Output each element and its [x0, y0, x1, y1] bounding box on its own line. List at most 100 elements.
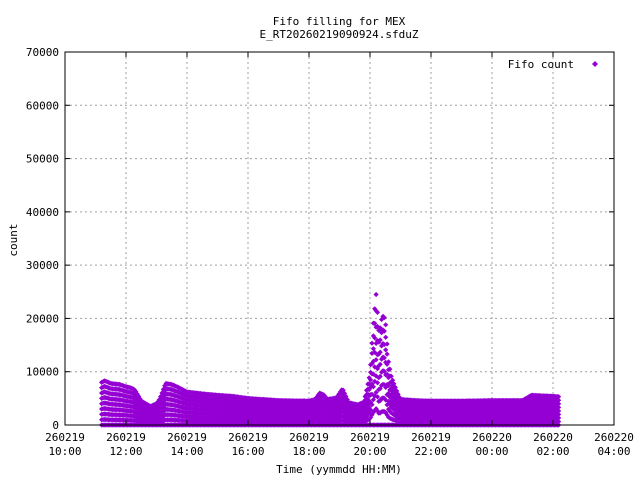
data-point	[340, 396, 346, 402]
data-point	[384, 412, 390, 418]
data-point	[377, 398, 383, 404]
data-point	[373, 308, 379, 314]
data-point	[372, 378, 378, 384]
data-point	[383, 322, 389, 328]
data-point	[387, 366, 393, 372]
x-tick-label-date: 260219	[228, 431, 268, 444]
data-point	[396, 394, 402, 400]
data-point	[383, 384, 389, 390]
x-tick-label-time: 18:00	[292, 445, 325, 458]
data-point	[391, 396, 397, 402]
data-point	[156, 409, 162, 415]
data-point	[137, 396, 143, 402]
data-point	[377, 325, 383, 331]
data-point	[333, 395, 339, 401]
data-point	[374, 380, 381, 386]
data-point	[377, 386, 383, 392]
data-point	[556, 401, 562, 407]
data-point	[366, 416, 372, 422]
data-point	[131, 387, 138, 393]
data-point	[333, 402, 339, 408]
x-tick-label-date: 260219	[45, 431, 85, 444]
data-point	[377, 361, 383, 367]
data-point	[376, 339, 382, 345]
data-point	[396, 398, 402, 404]
data-point	[321, 396, 327, 402]
data-point	[134, 391, 140, 397]
data-point	[381, 395, 387, 401]
data-point	[381, 328, 387, 334]
data-point	[137, 409, 143, 415]
y-tick-label: 0	[52, 419, 59, 432]
x-tick-label-date: 260219	[106, 431, 146, 444]
x-tick-label-date: 260219	[411, 431, 451, 444]
data-point	[337, 393, 343, 399]
data-point	[313, 399, 319, 405]
data-point	[136, 401, 142, 407]
data-point	[361, 413, 367, 419]
data-point	[376, 375, 382, 381]
x-tick-label-time: 16:00	[231, 445, 264, 458]
data-point	[379, 343, 385, 349]
data-point	[377, 373, 383, 379]
data-point	[370, 346, 376, 352]
data-point	[344, 409, 350, 415]
data-point	[368, 369, 374, 375]
data-point	[368, 407, 374, 413]
data-point	[392, 384, 398, 390]
x-tick-label-time: 12:00	[109, 445, 142, 458]
data-point	[340, 405, 346, 411]
data-point	[556, 418, 562, 425]
x-tick-label-time: 04:00	[597, 445, 630, 458]
y-tick-label: 70000	[26, 46, 59, 59]
x-axis-label: Time (yymmdd HH:MM)	[276, 463, 402, 476]
x-tick-label-time: 20:00	[353, 445, 386, 458]
data-point	[384, 402, 390, 408]
chart-subtitle: E_RT20260219090924.sfduZ	[260, 28, 419, 41]
y-tick-label: 30000	[26, 259, 59, 272]
data-point	[392, 408, 398, 414]
data-point	[370, 358, 376, 364]
data-point	[366, 404, 372, 410]
data-point	[396, 401, 402, 407]
data-point	[388, 385, 394, 391]
data-point	[377, 337, 383, 343]
data-point	[381, 315, 387, 321]
data-point	[556, 415, 562, 421]
data-point	[383, 334, 389, 340]
data-point	[384, 371, 390, 377]
y-tick-label: 50000	[26, 153, 59, 166]
data-point	[373, 357, 379, 363]
data-point	[162, 393, 168, 399]
data-point	[370, 397, 376, 403]
data-point	[322, 397, 328, 403]
data-point	[333, 398, 339, 404]
x-tick-label-time: 02:00	[536, 445, 569, 458]
data-point	[372, 335, 378, 341]
x-tick-label-time: 14:00	[170, 445, 203, 458]
data-point	[137, 402, 143, 408]
axis-ticks: 0 10000 20000 30000 40000 50000 60000 70000 2602…	[26, 46, 634, 458]
data-point	[556, 408, 562, 414]
data-point	[383, 347, 389, 353]
data-point	[391, 401, 397, 407]
data-point	[379, 369, 385, 375]
data-point	[556, 411, 562, 417]
x-tick-label-date: 260220	[472, 431, 512, 444]
data-point	[381, 382, 387, 388]
data-point	[153, 403, 160, 409]
data-point	[384, 351, 390, 357]
x-tick-label-date: 260219	[289, 431, 329, 444]
data-point	[374, 394, 381, 400]
data-point	[372, 320, 378, 326]
data-point	[335, 397, 341, 403]
data-point	[365, 396, 371, 402]
data-point	[322, 404, 328, 410]
data-point	[369, 402, 375, 408]
data-point	[368, 377, 374, 383]
data-point	[374, 309, 381, 315]
data-point	[362, 415, 368, 421]
data-point	[376, 363, 382, 369]
legend: Fifo count	[508, 58, 598, 71]
